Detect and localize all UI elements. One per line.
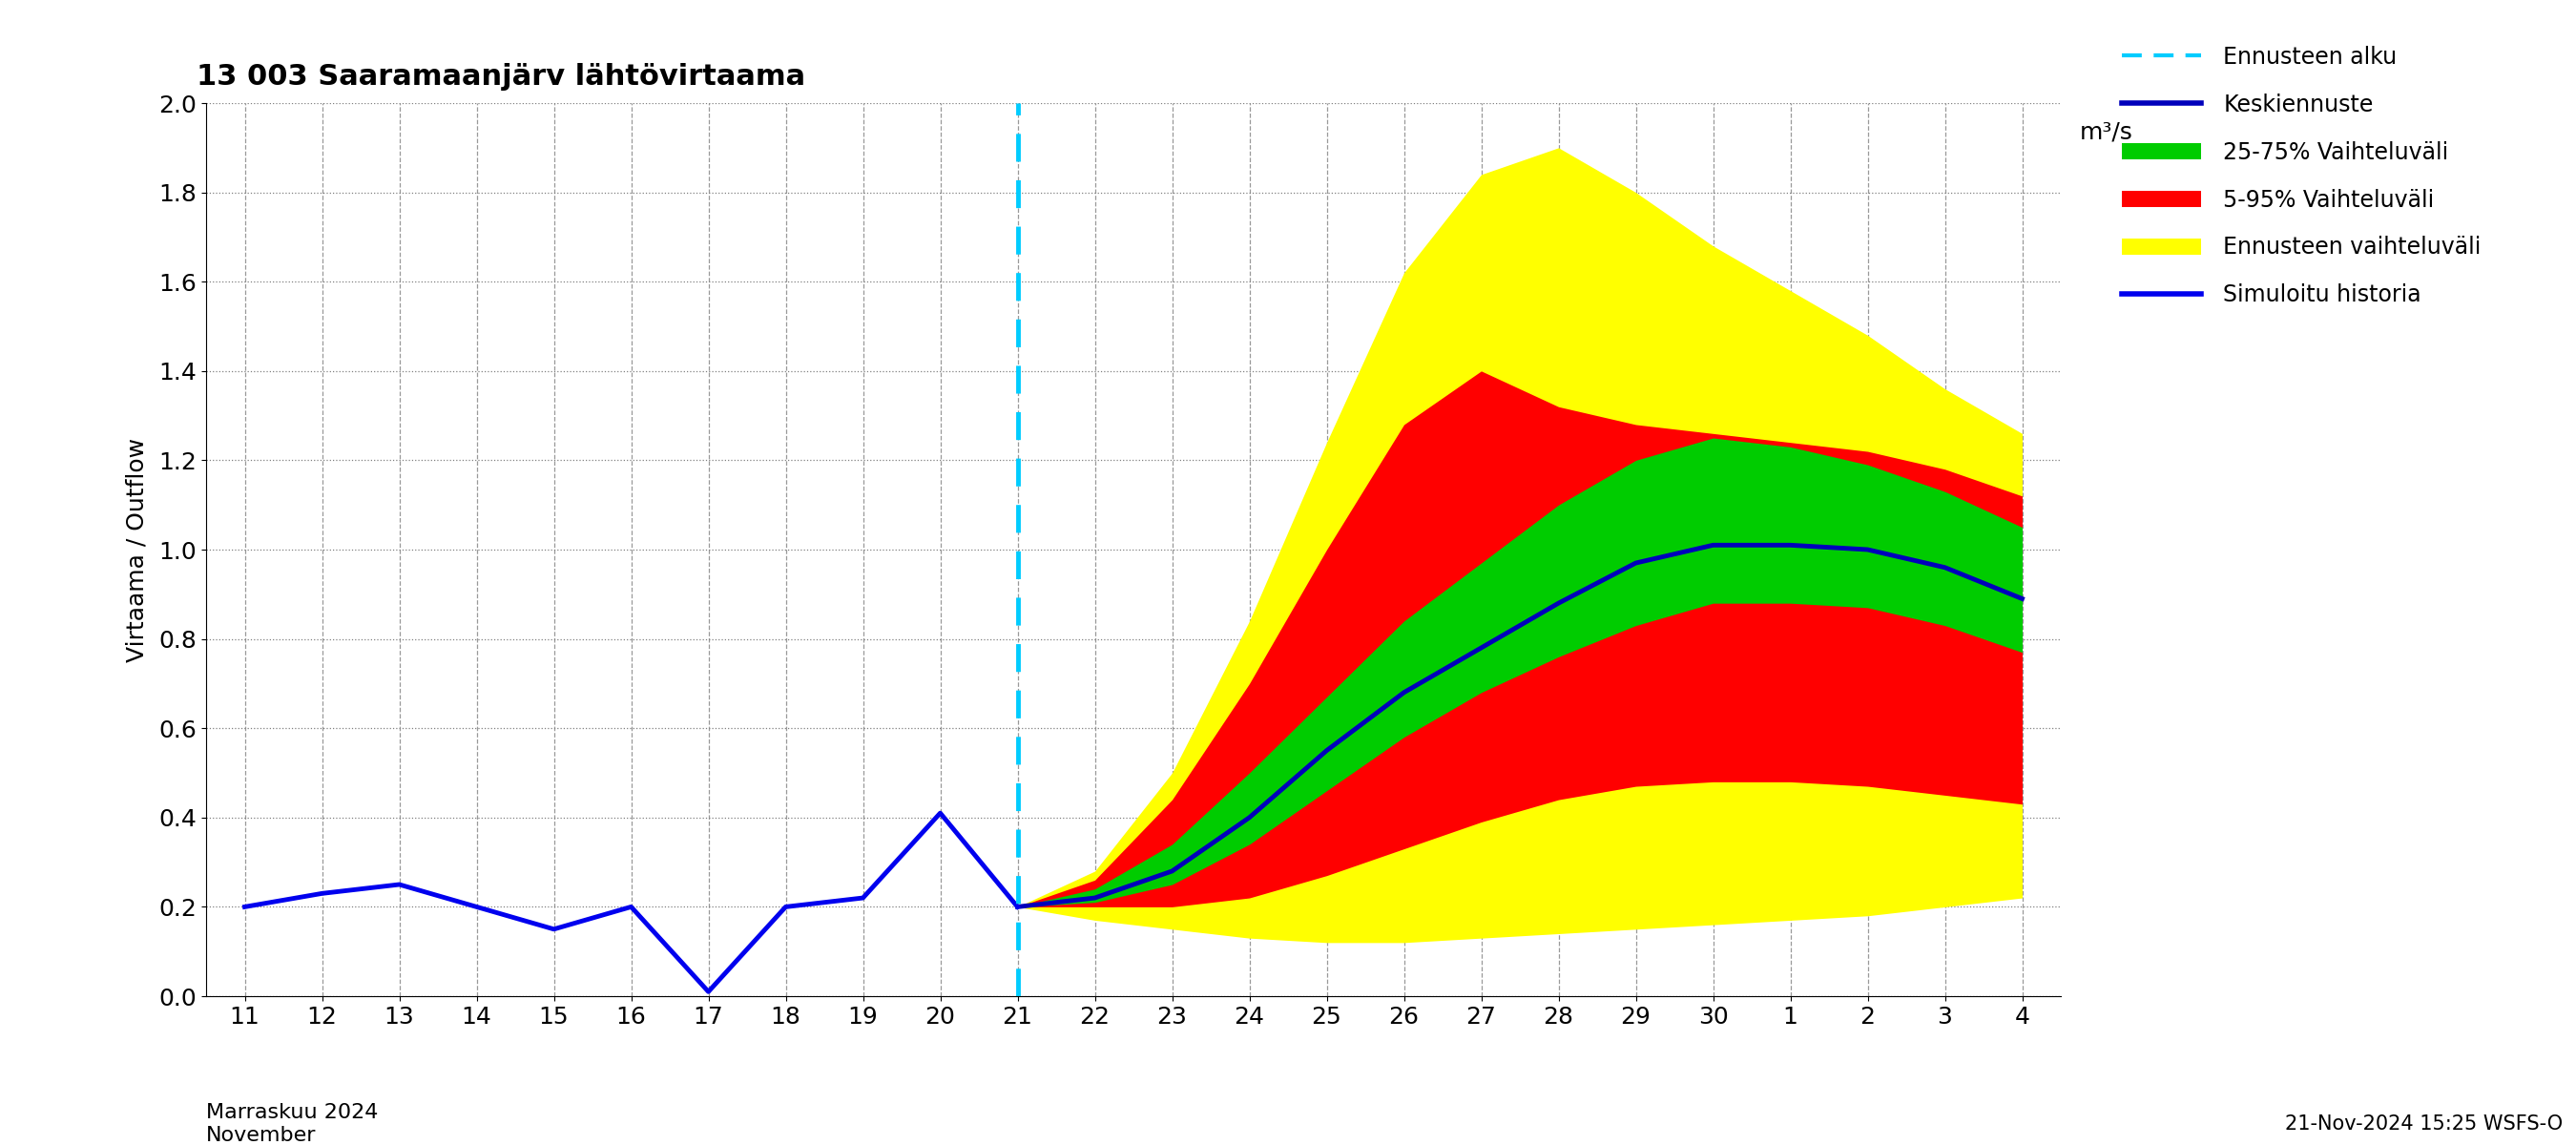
Y-axis label: Virtaama / Outflow: Virtaama / Outflow	[126, 437, 149, 662]
Text: Marraskuu 2024
November: Marraskuu 2024 November	[206, 1104, 379, 1145]
Legend: Ennusteen alku, Keskiennuste, 25-75% Vaihteluväli, 5-95% Vaihteluväli, Ennusteen: Ennusteen alku, Keskiennuste, 25-75% Vai…	[2110, 34, 2494, 318]
Text: 21-Nov-2024 15:25 WSFS-O: 21-Nov-2024 15:25 WSFS-O	[2285, 1114, 2563, 1134]
Text: m³/s: m³/s	[2079, 121, 2133, 144]
Text: 13 003 Saaramaanjärv lähtövirtaama: 13 003 Saaramaanjärv lähtövirtaama	[196, 63, 806, 90]
